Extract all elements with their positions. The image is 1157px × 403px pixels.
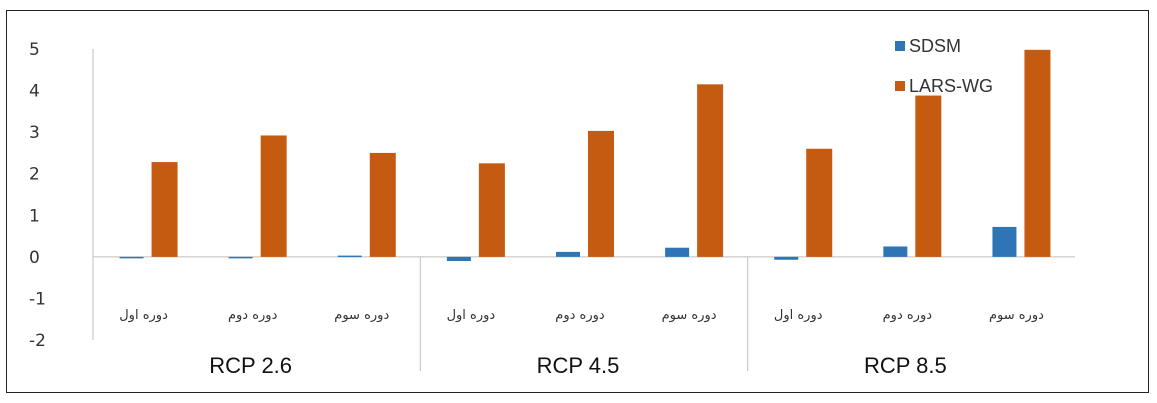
y-tick-label: 2	[29, 165, 40, 185]
y-tick-label: 1	[29, 206, 40, 226]
bar-lars-wg	[588, 130, 614, 257]
y-tick-label: -1	[29, 289, 46, 309]
bar-sdsm	[228, 256, 253, 259]
category-label: دوره اول	[774, 308, 823, 323]
labels: دوره اول دوره دوم دوره سوم RCP 2.6 دوره اول د…	[119, 308, 1044, 378]
bar-sdsm	[446, 256, 471, 262]
legend-label: LARS-WG	[909, 76, 993, 96]
bar-sdsm	[665, 247, 690, 257]
bar-lars-wg	[806, 148, 833, 257]
bar-sdsm	[883, 246, 908, 257]
category-label: دوره اول	[447, 308, 496, 323]
y-tick-label: 5	[29, 40, 40, 60]
category-label: دوره سوم	[662, 308, 717, 323]
bar-lars-wg	[478, 163, 505, 257]
bar-sdsm	[556, 251, 580, 257]
bar-sdsm	[119, 256, 144, 259]
legend: SDSM LARS-WG	[895, 36, 993, 96]
bar-lars-wg	[260, 135, 287, 257]
axes: 5 4 3 2 1 0 -1 -2	[29, 40, 1075, 371]
legend-label: SDSM	[909, 36, 961, 56]
legend-swatch	[895, 81, 905, 91]
legend-swatch	[895, 41, 905, 51]
category-label: دوره سوم	[334, 308, 389, 323]
y-tick-label: 4	[29, 82, 40, 102]
bars	[119, 49, 1051, 262]
bar-lars-wg	[697, 84, 724, 257]
y-tick-label: 3	[29, 123, 40, 143]
group-label: RCP 4.5	[537, 353, 620, 378]
category-label: دوره دوم	[228, 308, 278, 323]
bar-chart: 5 4 3 2 1 0 -1 -2 دوره اول دوره دوم دوره سوم RCP 2…	[29, 36, 1075, 378]
category-label: دوره دوم	[883, 308, 933, 323]
category-label: دوره سوم	[989, 308, 1044, 323]
bar-sdsm	[774, 256, 799, 260]
y-tick-label: 0	[29, 248, 40, 268]
bar-lars-wg	[915, 95, 942, 257]
category-label: دوره اول	[119, 308, 168, 323]
bar-lars-wg	[151, 162, 178, 257]
bar-sdsm	[337, 255, 362, 258]
chart-frame: 5 4 3 2 1 0 -1 -2 دوره اول دوره دوم دوره سوم RCP 2…	[6, 10, 1149, 393]
group-label: RCP 8.5	[864, 353, 947, 378]
y-tick-label: -2	[29, 331, 46, 351]
bar-lars-wg	[1024, 49, 1051, 257]
group-label: RCP 2.6	[209, 353, 292, 378]
category-label: دوره دوم	[555, 308, 605, 323]
bar-lars-wg	[369, 152, 396, 257]
bar-sdsm	[992, 226, 1017, 257]
